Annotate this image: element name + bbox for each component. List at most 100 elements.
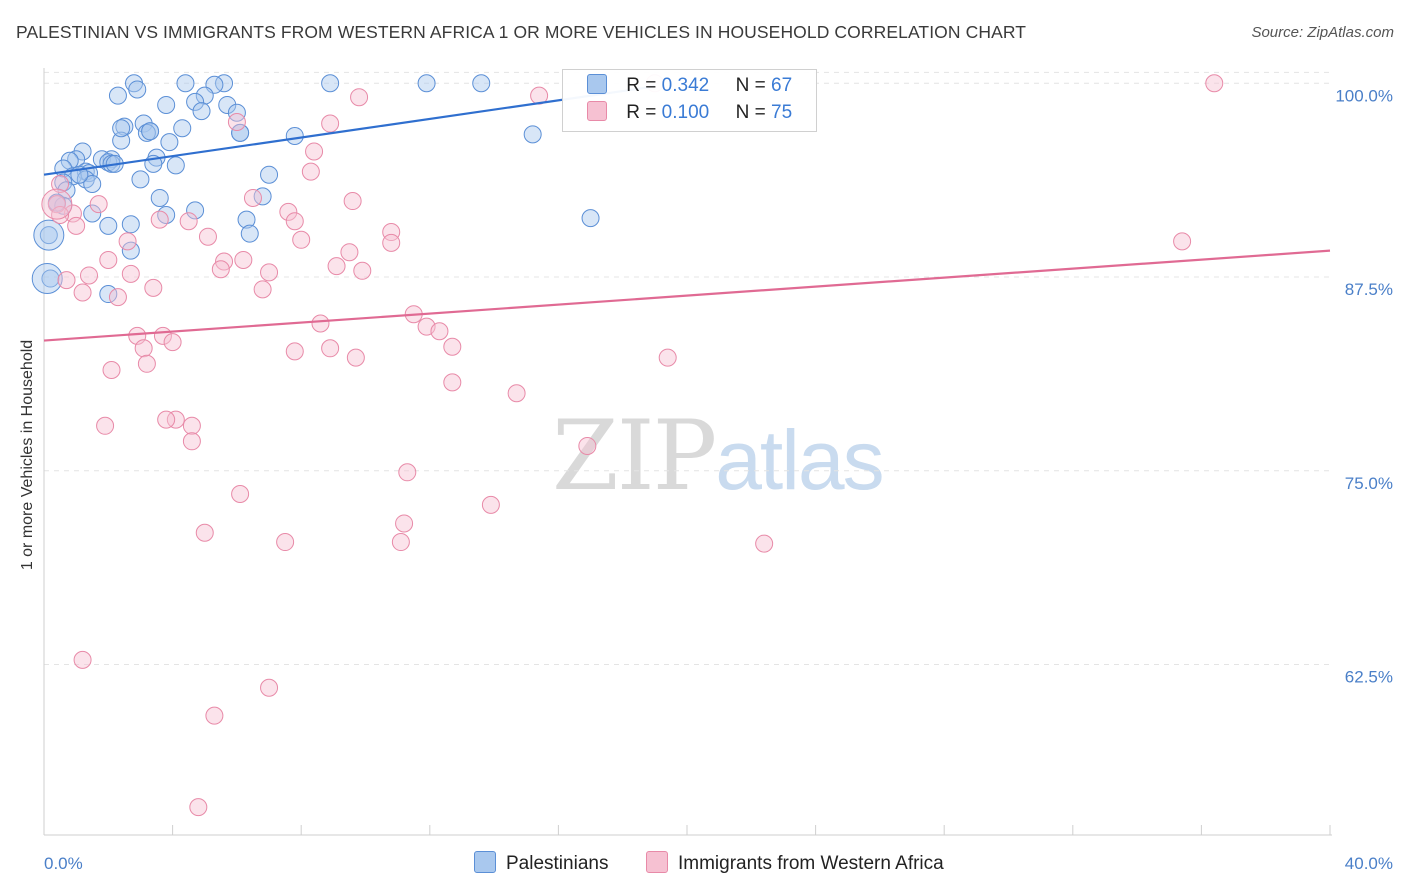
scatter-point bbox=[157, 95, 176, 114]
scatter-point bbox=[150, 210, 169, 229]
scatter-point bbox=[285, 342, 304, 361]
legend-r-value: 0.100 bbox=[661, 102, 710, 123]
scatter-point bbox=[581, 209, 600, 228]
scatter-point bbox=[150, 188, 169, 207]
series-immigrants-western-africa bbox=[41, 74, 1224, 817]
series-palestinians bbox=[31, 74, 600, 304]
scatter-point bbox=[523, 125, 542, 144]
scatter-point bbox=[292, 230, 311, 249]
legend-swatch-pink bbox=[587, 101, 607, 121]
scatter-point bbox=[182, 432, 201, 451]
watermark-zip: ZIP bbox=[552, 400, 717, 512]
scatter-point bbox=[578, 436, 597, 455]
scatter-point bbox=[430, 322, 449, 341]
legend-n-label: N = bbox=[735, 75, 766, 96]
scatter-point bbox=[73, 283, 92, 302]
scatter-point-large bbox=[33, 219, 65, 251]
legend-row-immigrants: R = 0.100 N = 75 bbox=[587, 101, 792, 127]
scatter-point bbox=[382, 223, 401, 242]
legend-r-label: R = bbox=[626, 75, 657, 96]
scatter-point bbox=[137, 354, 156, 373]
scatter-point bbox=[118, 232, 137, 251]
scatter-point bbox=[205, 706, 224, 725]
legend-item-palestinians[interactable]: Palestinians bbox=[474, 851, 608, 875]
scatter-point-large bbox=[41, 188, 73, 220]
scatter-point bbox=[57, 271, 76, 290]
legend-item-immigrants[interactable]: Immigrants from Western Africa bbox=[646, 851, 944, 875]
y-tick-label: 87.5% bbox=[1345, 280, 1393, 299]
scatter-point bbox=[227, 103, 246, 122]
trend-lines bbox=[43, 85, 1331, 342]
scatter-point bbox=[112, 119, 131, 138]
scatter-point bbox=[218, 95, 237, 114]
scatter-point bbox=[755, 534, 774, 553]
scatter-point bbox=[353, 261, 372, 280]
scatter-point-large bbox=[31, 263, 63, 295]
axes bbox=[43, 68, 1332, 836]
scatter-point bbox=[160, 133, 179, 152]
legend-r-value: 0.342 bbox=[661, 75, 710, 96]
scatter-point bbox=[391, 533, 410, 552]
scatter-point bbox=[195, 523, 214, 542]
scatter-point bbox=[198, 227, 217, 246]
scatter-point bbox=[121, 215, 140, 234]
scatter-point bbox=[443, 337, 462, 356]
scatter-point bbox=[186, 92, 205, 111]
scatter-point bbox=[231, 123, 250, 142]
scatter-point bbox=[382, 233, 401, 252]
scatter-point bbox=[182, 416, 201, 435]
scatter-point bbox=[89, 195, 108, 214]
trend-line-immigrants bbox=[43, 249, 1331, 342]
scatter-point bbox=[80, 266, 99, 285]
scatter-point bbox=[658, 348, 677, 367]
grid-lines bbox=[44, 71, 1330, 665]
legend-row-palestinians: R = 0.342 N = 67 bbox=[587, 74, 792, 100]
scatter-point bbox=[186, 201, 205, 220]
watermark: ZIPatlas bbox=[552, 400, 885, 512]
scatter-point bbox=[260, 165, 279, 184]
scatter-point bbox=[173, 119, 192, 138]
scatter-point bbox=[134, 339, 153, 358]
scatter-point bbox=[237, 210, 256, 229]
scatter-point bbox=[253, 187, 272, 206]
legend-r-label: R = bbox=[626, 102, 657, 123]
scatter-point bbox=[176, 74, 195, 93]
scatter-point bbox=[276, 533, 295, 552]
scatter-point bbox=[121, 241, 140, 260]
scatter-point bbox=[179, 212, 198, 231]
scatter-point bbox=[395, 514, 414, 533]
scatter-point bbox=[76, 170, 95, 189]
scatter-point bbox=[321, 114, 340, 133]
scatter-point bbox=[305, 142, 324, 161]
scatter-point bbox=[108, 288, 127, 307]
scatter-point bbox=[166, 156, 185, 175]
legend-swatch-pink bbox=[646, 851, 668, 873]
scatter-point bbox=[285, 212, 304, 231]
scatter-point bbox=[112, 131, 131, 150]
scatter-point bbox=[51, 175, 70, 193]
scatter-point bbox=[260, 263, 279, 282]
scatter-point bbox=[99, 285, 118, 304]
scatter-point bbox=[227, 113, 246, 131]
scatter-point bbox=[83, 175, 102, 193]
scatter-point bbox=[234, 250, 253, 269]
scatter-point bbox=[108, 86, 127, 105]
chart-title: PALESTINIAN VS IMMIGRANTS FROM WESTERN A… bbox=[16, 22, 1027, 42]
scatter-point bbox=[99, 250, 118, 269]
source-attribution: Source: ZipAtlas.com bbox=[1251, 24, 1394, 41]
series-legend: Palestinians Immigrants from Western Afr… bbox=[0, 851, 1406, 879]
scatter-point bbox=[73, 650, 92, 669]
scatter-point bbox=[157, 206, 176, 224]
scatter-point bbox=[144, 278, 163, 297]
scatter-point bbox=[340, 243, 359, 262]
watermark-atlas: atlas bbox=[715, 413, 884, 507]
scatter-point bbox=[472, 74, 491, 93]
scatter-point bbox=[141, 122, 160, 141]
scatter-point bbox=[279, 202, 298, 221]
scatter-point bbox=[311, 314, 330, 333]
legend-label-immigrants: Immigrants from Western Africa bbox=[678, 853, 944, 874]
scatter-point bbox=[301, 162, 320, 181]
scatter-point bbox=[507, 384, 526, 403]
scatter-point bbox=[137, 123, 156, 142]
